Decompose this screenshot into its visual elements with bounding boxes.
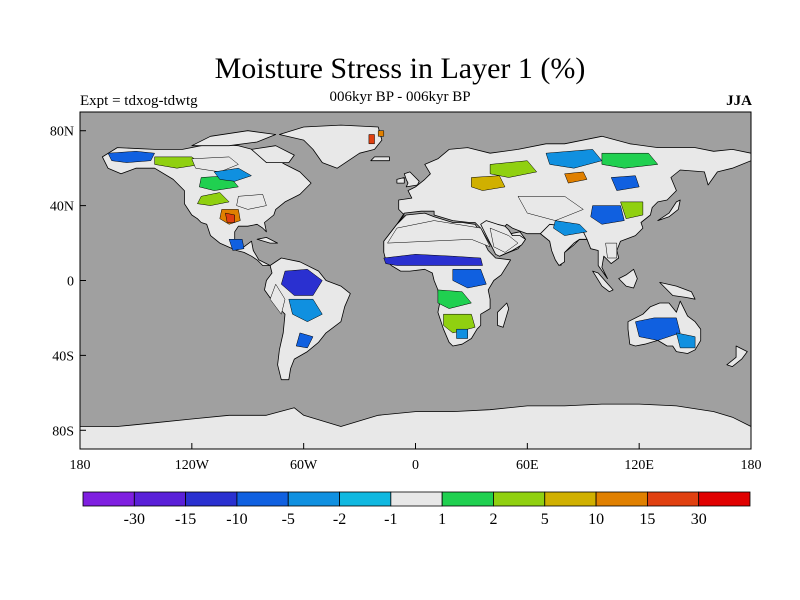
colorbar-label: -5 (282, 511, 295, 528)
map-subtitle: 006kyr BP - 006kyr BP (329, 89, 471, 105)
colorbar-swatch (493, 491, 546, 507)
colorbar-swatch (82, 491, 135, 507)
anomaly-patch (191, 156, 239, 173)
anomaly-patch (387, 220, 491, 248)
landmass-antarctica (80, 403, 751, 449)
x-tick-label: 120E (624, 458, 654, 473)
anomaly-patches (107, 130, 696, 349)
colorbar-label: 15 (639, 511, 655, 528)
landmass-new-zealand (726, 345, 748, 368)
colorbar-swatch (390, 491, 443, 507)
anomaly-patch (437, 289, 472, 309)
colorbar-swatch (287, 491, 340, 507)
anomaly-patch (225, 212, 235, 223)
landmass-iceland (370, 156, 390, 162)
anomaly-patch (236, 194, 267, 210)
anomaly-patch (281, 269, 323, 296)
axis-ticks: 180 120W 60W 0 60E 120E 180 80N 40N 0 40S 80S (50, 125, 762, 473)
colorbar-swatch (595, 491, 648, 507)
anomaly-patch (545, 149, 603, 169)
landmass-ireland (396, 177, 405, 184)
anomaly-patch (154, 156, 202, 169)
map-title: Moisture Stress in Layer 1 (%) (214, 52, 586, 85)
anomaly-patch (107, 151, 155, 163)
anomaly-patch (452, 269, 487, 289)
colorbar-label: -2 (333, 511, 346, 528)
colorbar-swatch (339, 491, 392, 507)
colorbar-label: 10 (588, 511, 604, 528)
colorbar: -30 -15 -10 -5 -2 -1 1 2 5 10 15 30 (82, 491, 751, 528)
colorbar-swatch (544, 491, 597, 507)
anomaly-patch (368, 134, 375, 145)
anomaly-patch (590, 205, 625, 225)
landmass-arctic-islands (191, 130, 277, 147)
anomaly-patch (295, 332, 314, 349)
anomaly-patch (377, 130, 385, 137)
colorbar-swatch (185, 491, 238, 507)
anomaly-patch (269, 283, 286, 315)
y-tick-label: 40N (50, 200, 74, 215)
landmass-africa-south (383, 212, 512, 347)
anomaly-patch (383, 254, 483, 266)
colorbar-label: -15 (175, 511, 196, 528)
colorbar-label: -1 (384, 511, 397, 528)
anomaly-patch (489, 227, 519, 253)
x-tick-label: 180 (70, 458, 91, 473)
colorbar-label: -30 (124, 511, 145, 528)
y-tick-label: 80N (50, 125, 74, 140)
landmass-cuba (256, 236, 279, 244)
landmass-baffin-island (251, 145, 295, 164)
anomaly-patch (471, 175, 506, 191)
colorbar-label: 1 (438, 511, 446, 528)
anomaly-patch (676, 332, 696, 349)
anomaly-patch (635, 317, 681, 341)
landmass-new-guinea (659, 281, 696, 300)
x-tick-label: 120W (175, 458, 210, 473)
landmass-greenland (278, 124, 383, 169)
anomaly-patch (197, 192, 230, 206)
landmass-borneo (618, 268, 638, 289)
y-tick-label: 40S (52, 349, 74, 364)
colorbar-swatch (441, 491, 494, 507)
anomaly-patch (228, 239, 245, 251)
colorbar-swatch (236, 491, 289, 507)
anomaly-patch (553, 220, 588, 236)
anomaly-patch (610, 175, 640, 191)
anomaly-patch (489, 160, 537, 178)
x-tick-label: 60E (516, 458, 539, 473)
x-tick-label: 0 (412, 458, 419, 473)
anomaly-patch (620, 201, 644, 219)
anomaly-patch (605, 242, 618, 259)
colorbar-label: -10 (226, 511, 247, 528)
landmass-madagascar (497, 302, 510, 328)
anomaly-patch (213, 167, 252, 182)
anomaly-patch (517, 196, 584, 221)
landmass-sumatra (592, 270, 614, 293)
colorbar-swatch (133, 491, 187, 507)
experiment-label: Expt = tdxog-tdwtg (80, 93, 198, 109)
colorbar-label: 5 (541, 511, 549, 528)
colorbar-label: 30 (691, 511, 707, 528)
anomaly-patch (564, 171, 588, 184)
colorbar-swatch (698, 491, 751, 507)
anomaly-patch (456, 328, 468, 339)
y-tick-label: 80S (52, 424, 74, 439)
colorbar-label: 2 (489, 511, 497, 528)
anomaly-patch (601, 152, 659, 169)
x-tick-label: 180 (741, 458, 762, 473)
landmass-britain (403, 171, 420, 188)
colorbar-swatch (646, 491, 700, 507)
y-tick-label: 0 (67, 275, 74, 290)
landmass-japan (657, 199, 681, 222)
x-tick-label: 60W (290, 458, 318, 473)
anomaly-patch (288, 298, 323, 322)
season-label: JJA (726, 93, 752, 109)
